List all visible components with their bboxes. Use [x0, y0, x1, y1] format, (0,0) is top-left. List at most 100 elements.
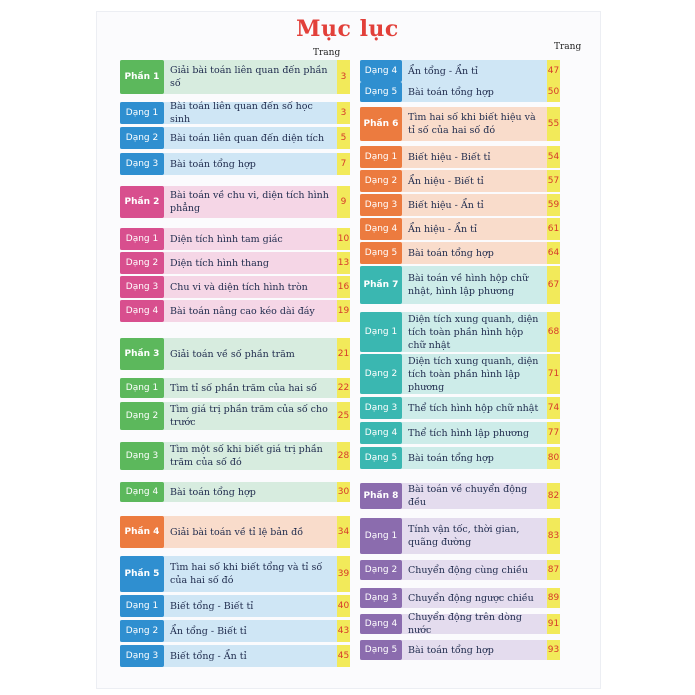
page-number: 7: [337, 153, 350, 175]
type-label: Dạng 3: [360, 397, 402, 419]
page-number: 25: [337, 402, 350, 430]
type-label: Dạng 3: [360, 194, 402, 216]
page-number: 89: [547, 588, 560, 608]
toc-entry-title: Ẩn hiệu - Ẩn tỉ: [408, 223, 478, 235]
page-number: 40: [337, 595, 350, 617]
page-number: 28: [337, 442, 350, 470]
left-toc-row: Phần 4 Giải bài toán về tỉ lệ bản đồ 34: [120, 516, 350, 548]
right-toc-row: Dạng 2 Ẩn hiệu - Biết tỉ 57: [360, 170, 560, 192]
right-toc-row: Dạng 3 Thể tích hình hộp chữ nhật 74: [360, 397, 560, 419]
type-label: Dạng 2: [120, 620, 164, 642]
page-number: 55: [547, 107, 560, 141]
page-number: 9: [337, 186, 350, 218]
toc-entry-title: Tìm giá trị phần trăm của số cho trước: [170, 404, 328, 428]
type-label: Dạng 4: [360, 614, 402, 634]
right-toc-row: Dạng 5 Bài toán tổng hợp 80: [360, 447, 560, 469]
type-label: Dạng 4: [360, 422, 402, 444]
right-toc-row: Dạng 1 Diện tích xung quanh, diện tích to…: [360, 312, 560, 352]
page-number: 39: [337, 556, 350, 592]
part-label: Phần 2: [120, 186, 164, 218]
type-label: Dạng 5: [360, 242, 402, 264]
toc-entry-title: Bài toán tổng hợp: [408, 452, 494, 464]
page-number: 34: [337, 516, 350, 548]
right-toc-row: Phần 7 Bài toán về hình hộp chữ nhật, hìn…: [360, 266, 560, 304]
toc-entry-title: Bài toán tổng hợp: [408, 644, 494, 656]
page-number: 21: [337, 338, 350, 370]
right-toc-row: Phần 8 Bài toán về chuyển động đều 82: [360, 483, 560, 509]
type-label: Dạng 3: [360, 588, 402, 608]
toc-entry-title: Biết hiệu - Ẩn tỉ: [408, 199, 484, 211]
page-number: 68: [547, 312, 560, 352]
right-toc-row: Dạng 3 Chuyển động ngược chiều 89: [360, 588, 560, 608]
left-toc-row: Dạng 3 Chu vi và diện tích hình tròn 16: [120, 276, 350, 298]
type-label: Dạng 4: [120, 300, 164, 322]
toc-entry-title: Biết tổng - Biết tỉ: [170, 600, 254, 612]
left-toc-row: Phần 3 Giải toán về số phần trăm 21: [120, 338, 350, 370]
page-number: 61: [547, 218, 560, 240]
type-label: Dạng 4: [360, 60, 402, 82]
toc-entry-title: Ẩn tổng - Ẩn tỉ: [408, 65, 478, 77]
left-toc-row: Dạng 3 Bài toán tổng hợp 7: [120, 153, 350, 175]
page-number: 5: [337, 127, 350, 149]
left-toc-row: Dạng 4 Bài toán tổng hợp 30: [120, 482, 350, 502]
toc-entry-title: Bài toán liên quan đến diện tích: [170, 132, 325, 144]
part-label: Phần 5: [120, 556, 164, 592]
page-number: 80: [547, 447, 560, 469]
type-label: Dạng 2: [120, 252, 164, 274]
part-label: Phần 3: [120, 338, 164, 370]
type-label: Dạng 4: [360, 218, 402, 240]
trang-label-left: Trang: [313, 48, 341, 58]
type-label: Dạng 3: [120, 276, 164, 298]
page-number: 93: [547, 640, 560, 660]
toc-entry-title: Bài toán về chuyển động đều: [408, 484, 528, 508]
toc-entry-title: Giải bài toán liên quan đến phần số: [170, 65, 328, 89]
page-number: 87: [547, 560, 560, 580]
left-toc-row: Dạng 2 Diện tích hình thang 13: [120, 252, 350, 274]
toc-entry-title: Diện tích hình tam giác: [170, 233, 283, 245]
type-label: Dạng 3: [120, 645, 164, 667]
right-toc-row: Dạng 1 Biết hiệu - Biết tỉ 54: [360, 146, 560, 168]
toc-entry-title: Tìm hai số khi biết hiệu và tỉ số của ha…: [408, 112, 536, 136]
toc-entry-title: Bài toán tổng hợp: [170, 158, 256, 170]
right-toc-row: Dạng 3 Biết hiệu - Ẩn tỉ 59: [360, 194, 560, 216]
page-number: 67: [547, 266, 560, 304]
left-toc-row: Dạng 3 Biết tổng - Ẩn tỉ 45: [120, 645, 350, 667]
toc-entry-title: Thể tích hình hộp chữ nhật: [408, 402, 539, 414]
right-toc-row: Dạng 5 Bài toán tổng hợp 93: [360, 640, 560, 660]
type-label: Dạng 5: [360, 82, 402, 102]
part-label: Phần 6: [360, 107, 402, 141]
page-number: 50: [547, 82, 560, 102]
toc-entry-title: Chu vi và diện tích hình tròn: [170, 281, 308, 293]
toc-entry-title: Bài toán tổng hợp: [408, 86, 494, 98]
type-label: Dạng 3: [120, 153, 164, 175]
type-label: Dạng 2: [360, 560, 402, 580]
toc-entry-title: Bài toán liên quan đến số học sinh: [170, 101, 313, 125]
toc-entry-title: Giải bài toán về tỉ lệ bản đồ: [170, 526, 304, 538]
page-number: 64: [547, 242, 560, 264]
page-number: 3: [337, 60, 350, 94]
toc-entry-title: Chuyển động trên dòng nước: [408, 612, 522, 636]
type-label: Dạng 5: [360, 640, 402, 660]
type-label: Dạng 5: [360, 447, 402, 469]
left-toc-row: Dạng 3 Tìm một số khi biết giá trị phần t…: [120, 442, 350, 470]
toc-entry-title: Bài toán về hình hộp chữ nhật, hình lập …: [408, 273, 529, 297]
left-toc-row: Dạng 1 Bài toán liên quan đến số học sinh…: [120, 101, 350, 125]
left-toc-row: Dạng 2 Bài toán liên quan đến diện tích 5: [120, 127, 350, 149]
page-number: 57: [547, 170, 560, 192]
page-title: Mục lục: [296, 16, 399, 42]
type-label: Dạng 2: [120, 127, 164, 149]
page-number: 45: [337, 645, 350, 667]
right-toc-row: Phần 6 Tìm hai số khi biết hiệu và tỉ số …: [360, 107, 560, 141]
page-number: 19: [337, 300, 350, 322]
toc-entry-title: Ẩn hiệu - Biết tỉ: [408, 175, 484, 187]
toc-entry-title: Ẩn tổng - Biết tỉ: [170, 625, 247, 637]
toc-entry-title: Tìm tỉ số phần trăm của hai số: [170, 382, 317, 394]
page-number: 59: [547, 194, 560, 216]
right-toc-row: Dạng 4 Thể tích hình lập phương 77: [360, 422, 560, 444]
right-toc-row: Dạng 4 Chuyển động trên dòng nước 91: [360, 612, 560, 636]
page-number: 22: [337, 378, 350, 398]
right-toc-row: Dạng 2 Diện tích xung quanh, diện tích to…: [360, 354, 560, 394]
page-number: 30: [337, 482, 350, 502]
page-number: 83: [547, 518, 560, 554]
toc-entry-title: Giải toán về số phần trăm: [170, 348, 295, 360]
